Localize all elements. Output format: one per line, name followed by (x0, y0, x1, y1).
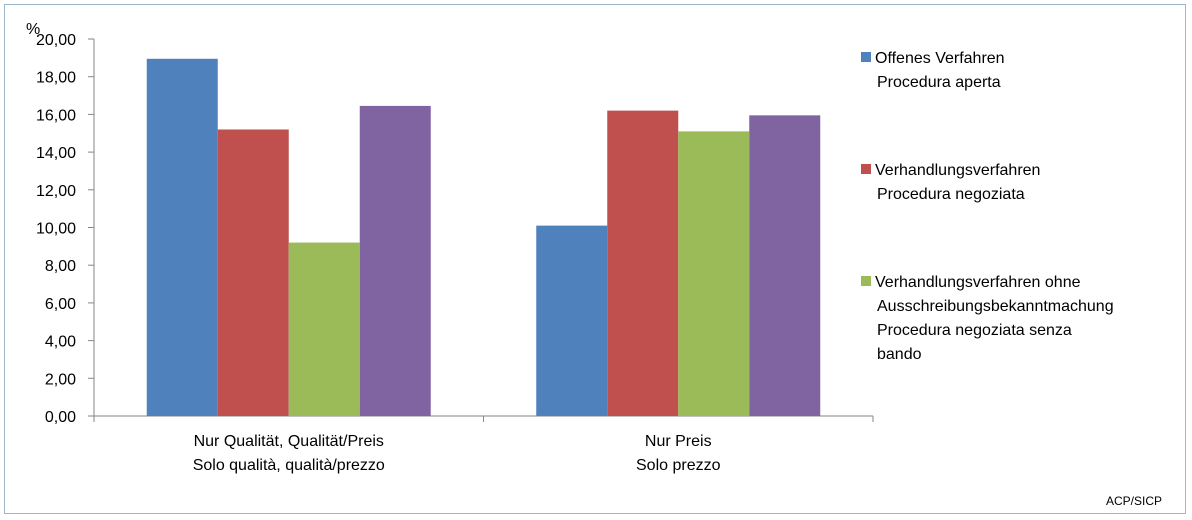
legend-label: Offenes Verfahren (875, 50, 1005, 67)
legend-swatch (861, 52, 871, 62)
y-tick-label: 20,00 (36, 32, 76, 49)
bar (359, 105, 431, 416)
y-tick-label: 10,00 (36, 221, 76, 238)
legend-label: Procedura negoziata (877, 186, 1025, 203)
y-tick-label: 8,00 (45, 258, 76, 275)
bar (146, 58, 218, 416)
x-category-label: Nur Qualität, Qualität/Preis (194, 433, 384, 450)
x-category-label: Nur Preis (645, 433, 712, 450)
y-tick-label: 12,00 (36, 183, 76, 200)
legend-label: Ausschreibungsbekanntmachung (877, 298, 1114, 315)
legend-swatch (861, 276, 871, 286)
y-tick-label: 6,00 (45, 296, 76, 313)
y-tick-label: 14,00 (36, 145, 76, 162)
x-category-label: Solo qualità, qualità/prezzo (193, 457, 385, 474)
legend: Offenes Verfahren Procedura aperta Verhand… (861, 50, 1114, 363)
legend-label: Verhandlungsverfahren (875, 162, 1040, 179)
y-tick-label: 18,00 (36, 70, 76, 87)
bar (217, 129, 289, 417)
legend-label: Procedura aperta (877, 74, 1001, 91)
bar (749, 115, 821, 416)
labels: 0,00 2,00 4,00 6,00 8,00 10,00 12,00 14,00 16,00… (36, 32, 721, 474)
legend-label: Procedura negoziata senza (877, 322, 1072, 339)
legend-label: bando (877, 346, 922, 363)
bar (536, 225, 608, 416)
y-tick-label: 16,00 (36, 107, 76, 124)
legend-label: Verhandlungsverfahren ohne (875, 274, 1081, 291)
y-tick-label: 0,00 (45, 409, 76, 426)
bars (146, 58, 821, 417)
x-category-label: Solo prezzo (636, 457, 721, 474)
bar (607, 110, 679, 416)
bar (678, 131, 750, 417)
y-axis-title: % (26, 21, 40, 38)
source-label: ACP/SICP (1106, 494, 1162, 508)
legend-swatch (861, 164, 871, 174)
y-tick-label: 2,00 (45, 371, 76, 388)
bar (288, 242, 360, 416)
y-tick-label: 4,00 (45, 334, 76, 351)
